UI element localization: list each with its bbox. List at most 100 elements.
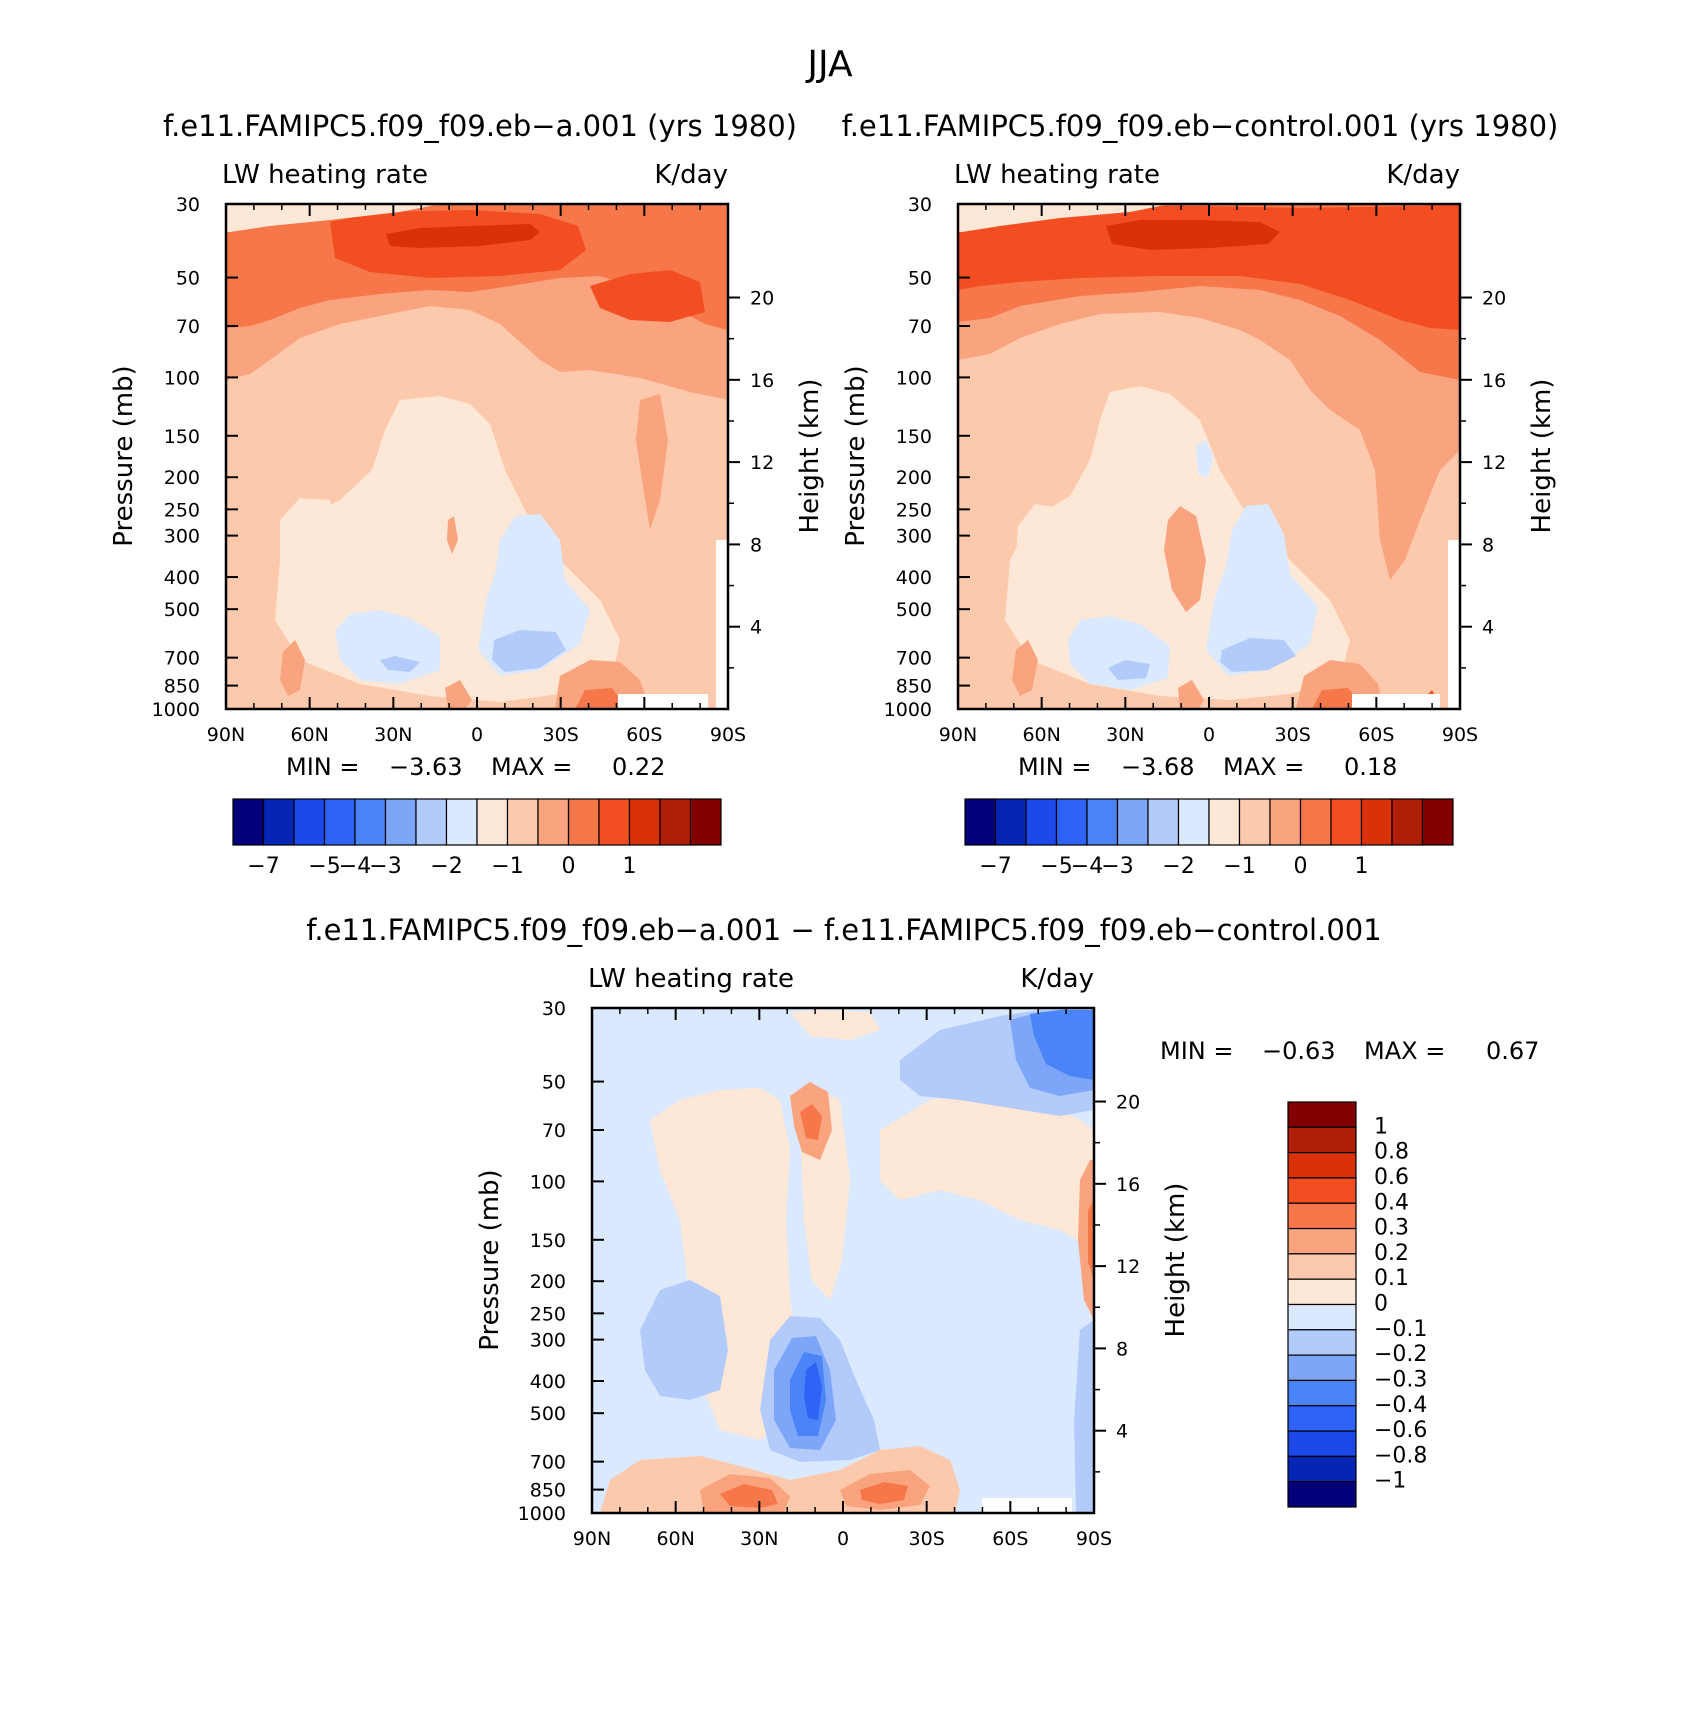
yr-tick-label: 8 (750, 534, 762, 556)
colorbar-swatch (659, 798, 692, 846)
panel-a-field (226, 204, 728, 709)
panel-b-ylabel-right: Height (km) (1527, 379, 1557, 534)
field-a-missing-patch (618, 694, 708, 709)
field-b-cold-mid-core (1220, 638, 1296, 672)
yr-tick-label: 16 (750, 370, 774, 392)
field-c-cold-right-edge (1074, 1320, 1094, 1513)
colorbar-swatch (567, 798, 600, 846)
x-tick-label: 60S (992, 1528, 1028, 1550)
colorbar-label: −1 (1223, 854, 1255, 879)
colorbar-swatch (476, 798, 509, 846)
colorbar-label: −7 (247, 854, 279, 879)
colorbar-swatch (994, 798, 1027, 846)
colorbar-label: −0.1 (1374, 1317, 1427, 1342)
panel-a-right-label: K/day (654, 160, 728, 190)
yr-tick-label: 20 (1482, 288, 1506, 310)
panel-a: f.e11.FAMIPC5.f09_f09.eb−a.001 (yrs 1980… (109, 109, 825, 879)
field-b-warm-spot-2 (1178, 680, 1204, 709)
panel-b-max-label: MAX = (1223, 753, 1304, 781)
panel-diff-min-label: MIN = (1160, 1037, 1233, 1065)
panel-diff-max-value: 0.67 (1486, 1037, 1539, 1065)
colorbar-swatch (354, 798, 387, 846)
panel-b-x-ticks: 90N 60N 30N 0 30S 60S 90S (939, 204, 1478, 746)
field-c-warm-floor-5 (860, 1482, 908, 1504)
colorbar-label: −0.4 (1374, 1393, 1427, 1418)
colorbar-label: 1 (1374, 1114, 1388, 1139)
colorbar-label: 0.1 (1374, 1266, 1409, 1291)
field-a-cold-left-core (380, 656, 420, 672)
field-b-left-patch (1015, 504, 1065, 592)
colorbar-swatch (232, 798, 265, 846)
colorbar-label: 0.3 (1374, 1216, 1409, 1241)
panel-diff-left-label: LW heating rate (588, 964, 794, 994)
panel-diff-yr-ticks: 20 16 12 8 4 (1094, 1092, 1140, 1473)
field-c-hot-upper-core (800, 1104, 822, 1140)
colorbar-swatch (1287, 1278, 1357, 1306)
colorbar-label: −0.2 (1374, 1342, 1427, 1367)
panel-b-yr-ticks: 20 16 12 8 4 (1460, 288, 1506, 669)
y-tick-label: 500 (896, 599, 932, 621)
x-tick-label: 90N (573, 1528, 611, 1550)
field-b-missing-patch (1352, 694, 1440, 709)
panel-b-left-label: LW heating rate (954, 160, 1160, 190)
colorbar-label: −5 (1040, 854, 1072, 879)
x-tick-label: 0 (1203, 724, 1215, 746)
x-tick-label: 90S (1442, 724, 1478, 746)
colorbar-label: −5 (308, 854, 340, 879)
yr-tick-label: 4 (1116, 1421, 1128, 1443)
colorbar-swatch (415, 798, 448, 846)
panel-b-max-value: 0.18 (1344, 753, 1397, 781)
colorbar-swatch (1147, 798, 1180, 846)
colorbar-swatch (1287, 1379, 1357, 1407)
colorbar-swatch (1287, 1481, 1357, 1508)
x-tick-label: 60N (656, 1528, 694, 1550)
colorbar-label: 0.4 (1374, 1190, 1409, 1215)
y-tick-label: 400 (164, 567, 200, 589)
y-tick-label: 500 (530, 1403, 566, 1425)
colorbar-swatch (1025, 798, 1058, 846)
x-tick-label: 60S (626, 724, 662, 746)
y-tick-label: 500 (164, 599, 200, 621)
field-b-cold-left-core (1108, 660, 1150, 680)
panel-a-min-label: MIN = (286, 753, 359, 781)
colorbar-label: 0 (1294, 854, 1308, 879)
y-tick-label: 700 (164, 648, 200, 670)
x-tick-label: 0 (837, 1528, 849, 1550)
field-a-sh-lobe (590, 270, 705, 322)
colorbar-swatch (506, 798, 539, 846)
panel-b: f.e11.FAMIPC5.f09_f09.eb−control.001 (yr… (841, 109, 1558, 879)
y-tick-label: 100 (164, 367, 200, 389)
colorbar-swatch (1287, 1177, 1357, 1204)
colorbar-swatch (384, 798, 417, 846)
colorbar-label: −1 (1374, 1469, 1406, 1494)
colorbar-label: −3 (369, 854, 401, 879)
y-tick-label: 100 (530, 1171, 566, 1193)
yr-tick-label: 16 (1116, 1174, 1140, 1196)
colorbar-swatch (445, 798, 478, 846)
x-tick-label: 30S (1275, 724, 1311, 746)
y-tick-label: 200 (164, 467, 200, 489)
x-tick-label: 90N (207, 724, 245, 746)
y-tick-label: 700 (530, 1452, 566, 1474)
field-c-warm-right-edge-2 (1088, 1200, 1094, 1280)
colorbar-label: −2 (430, 854, 462, 879)
colorbar-swatch (1391, 798, 1424, 846)
field-a-warm-streak (447, 516, 458, 554)
panel-b-title: f.e11.FAMIPC5.f09_f09.eb−control.001 (yr… (842, 109, 1559, 143)
colorbar-swatch (1287, 1126, 1357, 1154)
yr-tick-label: 12 (1482, 452, 1506, 474)
y-tick-label: 200 (530, 1271, 566, 1293)
colorbar-swatch (1287, 1303, 1357, 1331)
colorbar-swatch (964, 798, 997, 846)
x-tick-label: 30N (740, 1528, 778, 1550)
colorbar-swatch (1238, 798, 1271, 846)
x-tick-label: 30S (909, 1528, 945, 1550)
panel-diff-field (592, 1008, 1094, 1513)
y-tick-label: 70 (908, 316, 932, 338)
field-b-warm-spot-1 (1012, 640, 1038, 696)
colorbar-label: −3 (1101, 854, 1133, 879)
panel-a-min-value: −3.63 (389, 753, 463, 781)
figure-title: JJA (805, 44, 853, 85)
